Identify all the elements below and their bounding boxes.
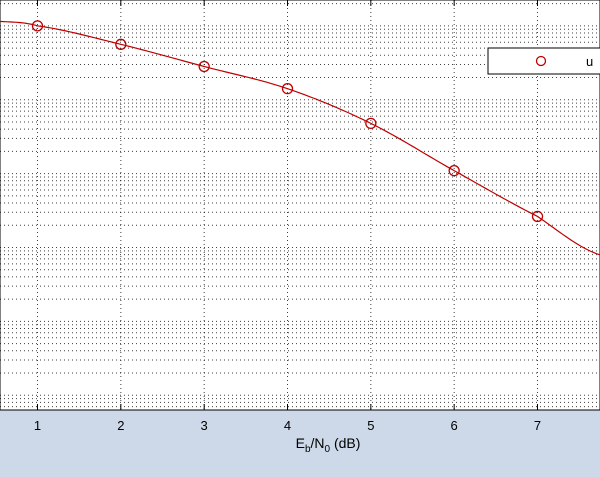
data-point-marker: [531, 210, 544, 223]
data-point-marker: [198, 60, 210, 73]
x-tick-label: 5: [367, 418, 374, 433]
data-point-marker: [448, 164, 460, 177]
x-tick-label: 3: [201, 418, 208, 433]
x-tick-label: 7: [534, 418, 541, 433]
x-tick-label: 1: [34, 418, 41, 433]
series-layer: [0, 20, 600, 256]
legend-box: [487, 47, 600, 75]
data-point-marker: [115, 38, 127, 50]
data-point-marker: [281, 82, 294, 95]
legend-marker-icon: [535, 55, 547, 67]
legend: u: [487, 47, 600, 75]
x-tick-label: 2: [117, 418, 124, 433]
series-line: [0, 20, 600, 256]
x-tick-label: 6: [451, 418, 458, 433]
data-point-marker: [365, 117, 377, 130]
x-ticks: 1 2 3 4 5 6 7: [34, 0, 541, 433]
x-axis-label: Eb/N0 (dB): [296, 435, 361, 455]
grid-lines: [0, 0, 600, 410]
x-tick-label: 4: [284, 418, 291, 433]
legend-entry-label: u: [586, 54, 593, 69]
data-point-marker: [31, 20, 44, 32]
